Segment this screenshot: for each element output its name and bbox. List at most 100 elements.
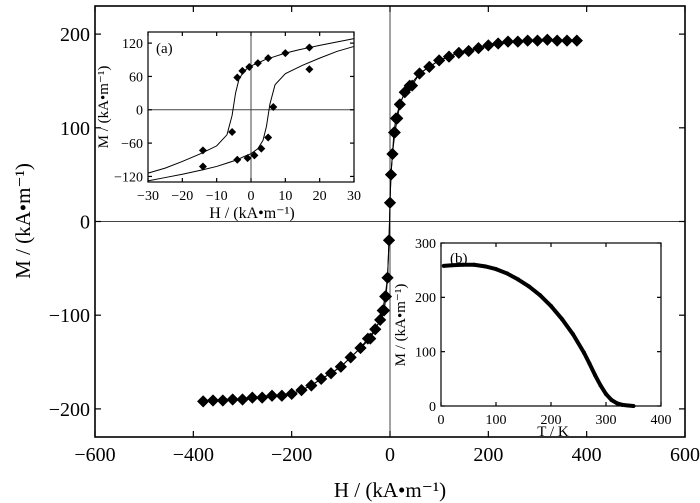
main-data-point: [482, 39, 495, 52]
inset-b-plot-frame: [440, 242, 662, 407]
main-data-point: [295, 384, 308, 397]
main-data-point: [384, 196, 396, 209]
inset-b-data-point: [516, 277, 520, 282]
inset-a-data-point: [305, 43, 314, 52]
main-y-tick-label: −200: [49, 399, 90, 421]
inset-a-y-tick-label: −120: [114, 170, 143, 185]
inset-b-ticks: 0 100 200 300 400 0 100 200 300: [415, 237, 672, 428]
inset-b-y-tick-label: 300: [415, 237, 436, 252]
inset-b-data-point: [626, 403, 630, 408]
main-data-point: [433, 54, 446, 67]
inset-a-y-tick-label: 120: [122, 37, 143, 52]
main-data-point: [381, 271, 394, 284]
inset-a-x-tick-label: 10: [278, 189, 292, 204]
main-data-point: [374, 313, 387, 326]
main-x-tick-label: 400: [572, 444, 602, 466]
main-y-tick-label: 200: [60, 24, 90, 46]
inset-a-y-tick-label: −60: [121, 137, 143, 152]
main-data-point: [541, 33, 554, 46]
main-y-tick-label: −100: [49, 305, 90, 327]
inset-a-data-point: [264, 54, 273, 63]
main-data-point: [386, 148, 399, 161]
inset-a-data-point: [253, 59, 262, 68]
inset-a-data-point: [228, 128, 237, 136]
main-data-point: [216, 394, 229, 407]
inset-b-data-point: [505, 271, 509, 276]
inset-a-y-tick-label: 0: [136, 104, 143, 119]
main-data-point: [462, 44, 475, 57]
inset-b-data-point: [483, 264, 487, 269]
inset-b-y-tick-label: 0: [429, 400, 436, 415]
main-x-tick-label: 200: [473, 444, 503, 466]
inset-b-data-point: [604, 392, 608, 397]
inset-b-data-point: [582, 350, 586, 355]
main-data-point: [344, 351, 357, 364]
inset-a-y-axis-label: M / (kA•m⁻¹): [96, 66, 112, 149]
main-data-point: [502, 35, 514, 48]
main-data-point: [521, 34, 534, 47]
main-data-point: [398, 86, 411, 99]
main-data-point: [226, 393, 239, 406]
main-data-point: [389, 112, 402, 125]
inset-b-y-tick-label: 100: [415, 346, 436, 361]
inset-b-data-point: [587, 361, 592, 366]
main-y-tick-label: 0: [80, 212, 90, 234]
main-series: [197, 33, 583, 408]
inset-b-x-tick-label: 0: [438, 413, 445, 428]
main-data-point: [266, 389, 278, 402]
main-data-point: [423, 60, 436, 73]
main-data-point: [379, 290, 392, 303]
inset-a-y-tick-label: 60: [129, 70, 143, 85]
inset-b-data-point: [598, 383, 603, 388]
main-data-point: [376, 304, 389, 317]
inset-b-chart: 0 100 200 300 400 0 100 200 300 (b) T / K M / (k…: [393, 237, 672, 440]
main-data-point: [325, 367, 337, 380]
inset-a-x-axis-label: H / (kA•m⁻¹): [209, 205, 295, 222]
inset-b-x-axis-label: T / K: [537, 424, 569, 440]
inset-a-chart: −30 −20 −10 0 10 20 30 −120 −60 0 60 120 (a) H / (k…: [96, 31, 361, 222]
inset-a-zero-lines: [148, 32, 354, 182]
inset-b-data-point: [620, 402, 625, 407]
inset-b-data-point: [441, 263, 446, 268]
main-data-point: [236, 393, 249, 406]
inset-b-x-tick-label: 400: [651, 413, 672, 428]
inset-b-data-point: [494, 267, 498, 272]
inset-b-y-axis-label: M / (kA•m⁻¹): [393, 284, 409, 367]
main-data-point: [551, 34, 564, 47]
main-data-point: [387, 126, 400, 139]
main-x-axis-label: H / (kA•m⁻¹): [334, 478, 446, 502]
main-y-tick-label: 100: [60, 118, 90, 140]
inset-a-series: [147, 38, 355, 182]
inset-a-x-tick-label: 20: [313, 189, 327, 204]
main-data-point: [275, 389, 288, 402]
inset-a-data-point: [198, 162, 207, 171]
main-data-point: [315, 372, 328, 385]
inset-a-panel-label: (a): [156, 41, 173, 57]
main-x-tick-label: −200: [271, 444, 312, 466]
inset-b-x-tick-label: 200: [541, 413, 562, 428]
inset-b-data-point: [615, 401, 619, 406]
main-data-point: [305, 379, 318, 392]
main-data-point: [369, 323, 382, 336]
inset-b-panel-label: (b): [450, 251, 468, 267]
main-data-point: [531, 34, 544, 47]
main-data-point: [334, 360, 347, 373]
inset-b-data-point: [549, 304, 553, 309]
main-data-point: [207, 394, 219, 407]
main-data-point: [472, 42, 485, 55]
main-y-axis-label: M / (kA•m⁻¹): [11, 163, 35, 279]
main-data-point: [285, 387, 298, 400]
main-data-point: [443, 50, 455, 63]
inset-b-data-point: [593, 373, 597, 378]
inset-b-x-tick-label: 100: [486, 413, 507, 428]
inset-a-data-point: [281, 49, 290, 58]
inset-b-data-point: [631, 404, 636, 408]
main-data-point: [256, 391, 269, 404]
main-x-tick-label: −600: [74, 444, 115, 466]
inset-b-data-point: [571, 332, 575, 337]
inset-b-x-tick-label: 300: [596, 413, 617, 428]
inset-b-data-point: [609, 398, 614, 403]
inset-a-x-tick-label: −20: [171, 189, 193, 204]
